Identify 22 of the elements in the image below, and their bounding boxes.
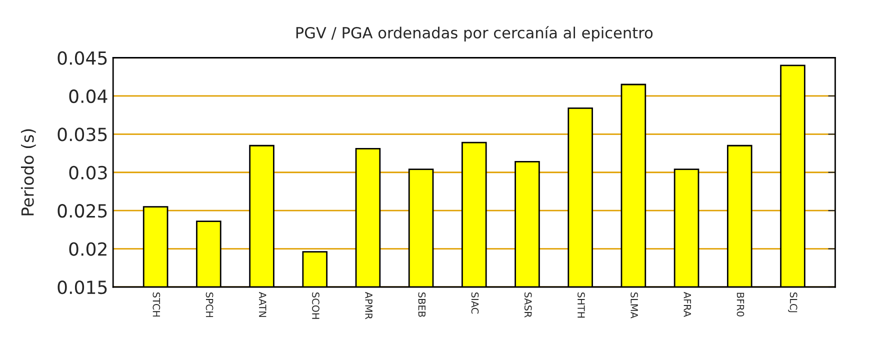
x-tick-label: SBEB bbox=[418, 292, 426, 317]
x-tick-label: APMR bbox=[365, 292, 372, 320]
x-tick-label: SLMA bbox=[630, 292, 638, 318]
x-tick-label: SCOH bbox=[312, 292, 320, 319]
y-axis-title: Periodo (s) bbox=[20, 129, 36, 216]
x-tick-label: AATN bbox=[259, 292, 266, 317]
x-tick-label: SHTH bbox=[578, 292, 585, 318]
x-tick-label: SPCH bbox=[206, 292, 214, 318]
y-tick-label: 0.04 bbox=[69, 89, 108, 104]
x-tick-label: AFRA bbox=[684, 292, 691, 318]
chart-title: PGV / PGA ordenadas por cercanía al epicentro bbox=[296, 26, 653, 42]
y-tick-label: 0.045 bbox=[58, 51, 107, 65]
y-tick-label: 0.02 bbox=[69, 242, 106, 256]
x-tick-label: SIAC bbox=[471, 292, 479, 314]
y-tick-label: 0.025 bbox=[58, 204, 107, 218]
x-tick-label: BFR0 bbox=[736, 292, 744, 316]
y-tick-label: 0.015 bbox=[58, 280, 107, 294]
y-tick-label: 0.03 bbox=[69, 166, 107, 180]
y-tick-label: 0.035 bbox=[58, 128, 107, 142]
x-tick-label: SASR bbox=[524, 292, 532, 318]
x-tick-label: STCH bbox=[152, 292, 160, 317]
x-tick-label: SLCJ bbox=[788, 292, 798, 312]
